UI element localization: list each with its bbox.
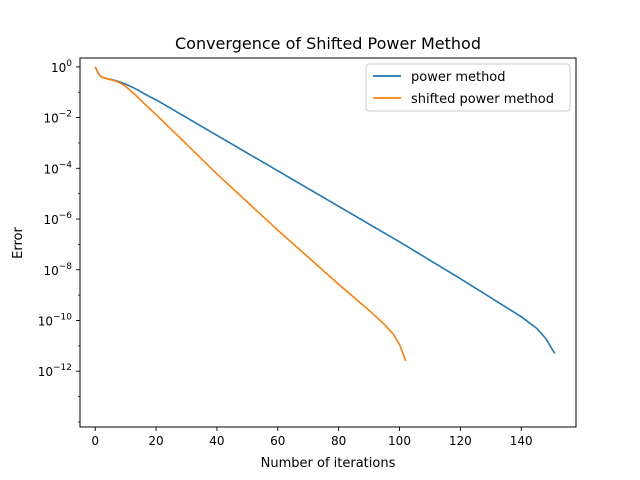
chart-title: Convergence of Shifted Power Method xyxy=(175,34,481,53)
y-tick-label: 10−6 xyxy=(43,211,72,227)
x-tick-label: 80 xyxy=(331,434,346,448)
y-tick-label: 10−10 xyxy=(38,312,73,328)
y-tick-label: 100 xyxy=(51,59,72,75)
y-tick-label: 10−12 xyxy=(38,363,72,379)
x-tick-label: 40 xyxy=(209,434,224,448)
y-axis-label: Error xyxy=(11,227,26,259)
axes-frame xyxy=(79,57,577,428)
plot-area xyxy=(80,58,576,427)
x-axis-ticks: 0 20 40 60 80 100 120 140 xyxy=(91,427,533,448)
x-tick-label: 140 xyxy=(510,434,533,448)
legend-label: shifted power method xyxy=(411,92,554,107)
x-tick-label: 20 xyxy=(148,434,163,448)
y-axis-ticks: 100 10−2 10−4 10−6 10−8 10−10 10−12 xyxy=(38,59,80,423)
y-tick-label: 10−2 xyxy=(43,110,72,126)
y-tick-label: 10−4 xyxy=(43,160,72,176)
legend: power method shifted power method xyxy=(365,63,571,112)
y-tick-label: 10−8 xyxy=(43,262,72,278)
x-axis-label: Number of iterations xyxy=(261,456,396,471)
x-tick-label: 100 xyxy=(388,434,411,448)
legend-box xyxy=(365,63,571,112)
legend-label: power method xyxy=(411,70,506,85)
x-tick-label: 120 xyxy=(449,434,472,448)
x-tick-label: 0 xyxy=(91,434,99,448)
x-tick-label: 60 xyxy=(270,434,285,448)
series-line-shifted-power-method xyxy=(94,66,407,362)
series-layer xyxy=(94,66,556,362)
